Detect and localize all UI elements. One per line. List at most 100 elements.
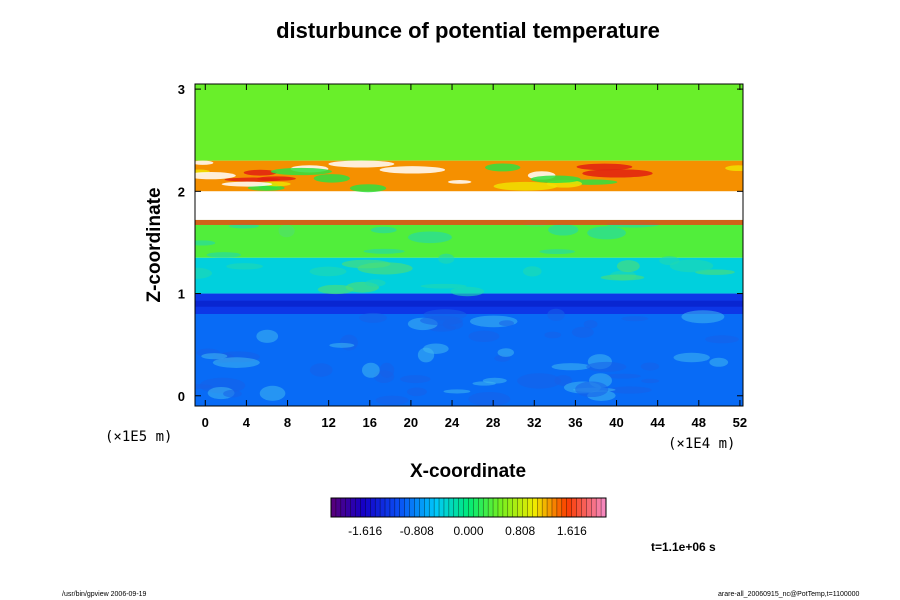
eddy-mark <box>420 315 464 326</box>
filament-mark <box>243 169 277 176</box>
colorbar <box>330 498 607 517</box>
colorbar-cell <box>468 498 474 517</box>
eddy-mark <box>498 320 515 327</box>
colorbar-cell <box>385 498 391 517</box>
eddy-mark <box>365 279 386 287</box>
eddy-mark <box>450 286 485 297</box>
eddy-mark <box>616 260 640 273</box>
y-tick-label: 2 <box>178 184 185 199</box>
eddy-mark <box>681 310 725 324</box>
colorbar-cell <box>537 498 543 517</box>
eddy-mark <box>278 224 295 238</box>
colorbar-cell <box>429 498 435 517</box>
colorbar-cell <box>404 498 410 517</box>
colorbar-cell <box>453 498 459 517</box>
eddy-mark <box>256 329 279 343</box>
colorbar-cell <box>340 498 347 517</box>
eddy-mark <box>223 389 242 398</box>
eddy-mark <box>587 226 626 240</box>
x-tick-label: 44 <box>650 415 665 430</box>
eddy-mark <box>621 316 649 322</box>
y-axis-title: Z-coordinate <box>144 187 165 302</box>
eddy-mark <box>212 357 260 368</box>
colorbar-cell <box>439 498 445 517</box>
filament-mark <box>221 181 273 187</box>
filament-mark <box>270 167 332 176</box>
eddy-mark <box>339 334 358 351</box>
colorbar-cell <box>360 498 366 517</box>
colorbar-cell <box>419 498 425 517</box>
eddy-mark <box>548 224 579 236</box>
filament-mark <box>195 160 214 165</box>
footer-source: arare-all_20060915_nc@PotTemp,t=1100000 <box>718 591 860 598</box>
boundary-mark <box>195 300 743 307</box>
colorbar-cell <box>448 498 455 517</box>
eddy-mark <box>363 248 405 254</box>
x-tick-label: 4 <box>243 415 251 430</box>
colorbar-cell <box>571 498 577 517</box>
x-tick-label: 32 <box>527 415 541 430</box>
filament-mark <box>379 166 446 174</box>
y-axis-unit: (×1E5 m) <box>105 429 172 445</box>
eddy-mark <box>539 249 576 255</box>
eddy-mark <box>669 259 714 273</box>
x-axis-unit: (×1E4 m) <box>668 436 735 452</box>
boundary-mark <box>195 219 743 225</box>
colorbar-ticks: -1.616 -0.808 0.000 0.808 1.616 <box>348 524 587 538</box>
eddy-mark <box>362 362 380 378</box>
y-axis: 0 1 2 3 <box>178 82 743 404</box>
heatmap-field <box>195 84 743 406</box>
colorbar-cell <box>399 498 405 517</box>
colorbar-cell <box>596 498 602 517</box>
x-tick-label: 48 <box>692 415 706 430</box>
eddy-mark <box>468 330 500 342</box>
colorbar-cell <box>542 498 548 517</box>
colorbar-cell <box>409 498 415 517</box>
eddy-mark <box>523 266 542 277</box>
eddy-mark <box>341 259 391 269</box>
filament-mark <box>725 165 743 172</box>
eddy-mark <box>195 240 216 246</box>
y-tick-label: 1 <box>178 287 185 302</box>
x-tick-label: 24 <box>445 415 460 430</box>
filament-mark <box>576 163 633 171</box>
eddy-mark <box>359 312 387 323</box>
filament-mark <box>484 163 521 172</box>
x-tick-label: 36 <box>568 415 582 430</box>
colorbar-cell <box>601 498 607 517</box>
colorbar-tick-label: 1.616 <box>557 524 587 538</box>
colorbar-cell <box>478 498 484 517</box>
x-tick-label: 0 <box>202 415 209 430</box>
eddy-mark <box>226 263 263 270</box>
eddy-mark <box>407 231 453 244</box>
eddy-mark <box>497 348 515 357</box>
eddy-mark <box>201 353 228 360</box>
eddy-mark <box>600 274 645 281</box>
colorbar-cell <box>551 498 558 517</box>
colorbar-tick-label: 0.000 <box>453 524 483 538</box>
eddy-mark <box>370 226 397 234</box>
time-label: t=1.1e+06 s <box>651 540 716 554</box>
colorbar-cell <box>350 498 356 517</box>
filament-mark <box>328 160 395 168</box>
eddy-mark <box>547 308 565 321</box>
colorbar-cell <box>591 498 597 517</box>
colorbar-cell <box>414 498 420 517</box>
eddy-mark <box>607 386 652 394</box>
eddy-mark <box>551 363 591 371</box>
eddy-mark <box>605 373 641 379</box>
x-tick-label: 40 <box>609 415 623 430</box>
filament-mark <box>224 177 281 182</box>
heatmap-layer <box>195 84 743 161</box>
eddy-mark <box>468 392 511 406</box>
colorbar-cell <box>443 498 450 517</box>
heatmap-layer <box>195 191 743 220</box>
eddy-mark <box>673 352 710 363</box>
eddy-mark <box>329 342 355 348</box>
colorbar-cell <box>507 498 513 517</box>
eddy-mark <box>640 362 660 371</box>
colorbar-frame <box>330 497 607 518</box>
colorbar-cell <box>512 498 518 517</box>
colorbar-cell <box>493 498 499 517</box>
